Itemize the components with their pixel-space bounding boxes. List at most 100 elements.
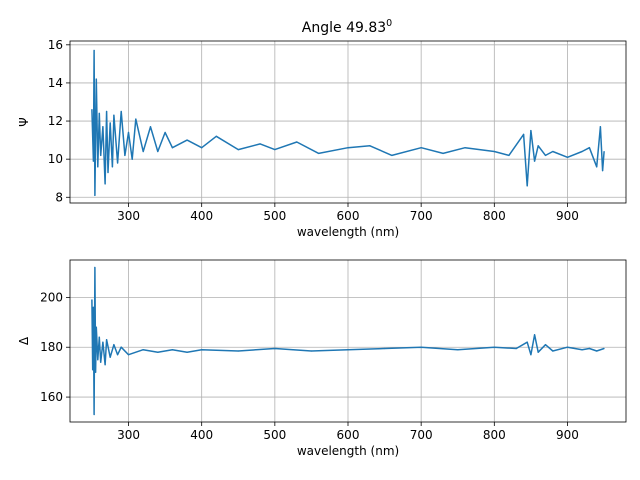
delta-x-tick-label: 600 <box>337 428 360 442</box>
delta-data-point <box>544 344 547 346</box>
psi-data-point <box>552 150 554 153</box>
chart-title: Angle 49.830 <box>302 18 392 36</box>
psi-data-point <box>588 147 591 149</box>
psi-data-point <box>97 166 99 168</box>
delta-data-point <box>100 361 102 363</box>
psi-data-point <box>581 150 583 153</box>
psi-data-point <box>91 109 93 111</box>
delta-data-point <box>116 354 119 356</box>
delta-data-point <box>347 349 349 351</box>
psi-data-point <box>124 154 126 156</box>
psi-data-point <box>544 154 547 156</box>
delta-data-point <box>603 347 605 350</box>
psi-x-tick-label: 400 <box>190 209 213 223</box>
delta-data-point <box>420 346 422 348</box>
psi-data-point <box>508 154 510 156</box>
psi-data-point <box>98 112 100 115</box>
psi-data-point <box>113 114 115 116</box>
delta-data-point <box>104 364 106 366</box>
psi-data-point <box>102 126 104 128</box>
delta-data-point <box>530 354 532 356</box>
psi-data-point <box>201 147 203 149</box>
psi-y-tick-label: 8 <box>55 190 63 204</box>
psi-data-point <box>296 141 298 143</box>
psi-data-point <box>599 126 601 128</box>
delta-data-point <box>581 349 583 351</box>
psi-x-tick-label: 800 <box>483 209 506 223</box>
psi-data-point <box>157 150 159 153</box>
delta-data-point <box>552 350 554 352</box>
psi-data-point <box>237 149 239 151</box>
delta-data-point <box>92 369 94 371</box>
delta-x-tick-label: 500 <box>263 428 286 442</box>
delta-x-tick-label: 300 <box>117 428 140 442</box>
delta-data-point <box>596 350 598 352</box>
psi-data-point <box>596 166 598 168</box>
psi-data-point <box>135 118 137 120</box>
delta-data-point <box>92 306 95 308</box>
psi-data-point <box>493 150 495 153</box>
psi-data-point <box>120 110 122 113</box>
delta-data-point <box>171 349 174 351</box>
psi-data-point <box>603 150 605 153</box>
delta-data-point <box>186 351 188 353</box>
psi-data-point <box>127 131 130 134</box>
delta-data-point <box>237 350 239 352</box>
psi-data-point <box>186 139 188 141</box>
psi-data-point <box>93 49 95 52</box>
delta-data-point <box>533 334 536 336</box>
delta-y-tick-label: 180 <box>40 340 63 354</box>
psi-data-point <box>526 185 528 187</box>
psi-series-line-0 <box>91 49 605 197</box>
delta-data-point <box>142 349 144 351</box>
delta-data-point <box>274 347 276 350</box>
psi-data-point <box>369 145 371 147</box>
delta-data-point <box>310 350 313 352</box>
psi-data-point <box>537 145 539 147</box>
psi-y-tick-label: 12 <box>48 114 63 128</box>
delta-data-point <box>93 413 95 416</box>
delta-data-point <box>157 351 159 353</box>
delta-x-tick-label: 700 <box>410 428 433 442</box>
delta-x-tick-label: 400 <box>190 428 213 442</box>
delta-data-point <box>91 299 93 301</box>
psi-x-tick-label: 700 <box>410 209 433 223</box>
psi-y-axis-label: Ψ <box>17 117 31 126</box>
delta-data-point <box>95 326 97 328</box>
psi-data-point <box>116 162 119 164</box>
psi-x-tick-label: 600 <box>337 209 360 223</box>
delta-y-axis-label: Δ <box>17 336 31 345</box>
delta-data-point <box>526 341 528 343</box>
psi-data-point <box>442 152 444 155</box>
psi-data-point <box>94 194 96 196</box>
psi-x-axis-label: wavelength (nm) <box>297 225 399 239</box>
delta-data-point <box>120 346 122 348</box>
psi-data-point <box>171 147 174 149</box>
psi-data-point <box>111 166 114 168</box>
psi-data-point <box>533 160 536 162</box>
delta-data-point <box>127 354 130 356</box>
psi-data-point <box>131 158 133 160</box>
psi-data-point <box>318 152 320 155</box>
delta-data-point <box>105 339 108 341</box>
delta-x-axis-label: wavelength (nm) <box>297 444 399 458</box>
delta-x-tick-label: 800 <box>483 428 506 442</box>
psi-data-point <box>92 160 95 162</box>
delta-data-point <box>588 347 591 350</box>
psi-x-tick-label: 900 <box>556 209 579 223</box>
delta-data-point <box>201 349 203 351</box>
delta-data-point <box>537 351 539 353</box>
delta-data-point <box>102 341 104 343</box>
delta-data-point <box>457 349 459 351</box>
psi-y-tick-label: 10 <box>48 152 63 166</box>
psi-x-tick-label: 300 <box>117 209 140 223</box>
psi-data-point <box>464 147 466 149</box>
psi-data-point <box>391 154 393 156</box>
delta-data-point <box>97 359 99 361</box>
delta-data-point <box>113 344 115 346</box>
psi-data-point <box>566 156 569 158</box>
psi-data-point <box>215 135 217 137</box>
psi-y-tick-label: 16 <box>48 38 63 52</box>
delta-y-tick-label: 200 <box>40 290 63 304</box>
